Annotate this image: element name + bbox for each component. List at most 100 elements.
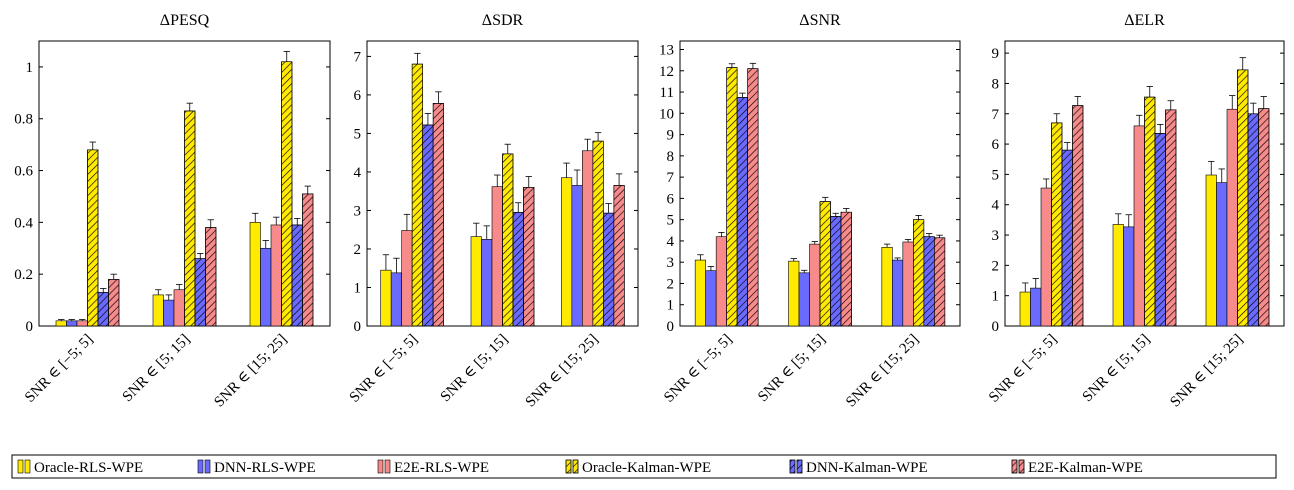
bar-hatch (737, 97, 748, 326)
y-tick-label: 4 (354, 165, 362, 181)
y-tick-label: 3 (667, 255, 675, 271)
bar-hatch (303, 194, 314, 326)
bar (1134, 126, 1145, 326)
legend-swatch (385, 460, 390, 473)
bar (1031, 288, 1042, 326)
bar (381, 270, 392, 326)
y-tick-label: 5 (354, 126, 362, 142)
bar-hatch (831, 216, 842, 326)
bar-hatch (282, 62, 293, 326)
bar (903, 242, 914, 326)
bar (164, 300, 175, 326)
y-tick-label: 0.4 (14, 215, 33, 231)
chart-title: ΔSDR (482, 12, 524, 29)
legend-swatch-hatch (573, 460, 578, 473)
x-category-label: SNR ∈ [15; 25] (211, 332, 290, 411)
y-tick-label: 2 (667, 276, 675, 292)
bar-hatch (98, 292, 109, 326)
bar-hatch (88, 150, 99, 326)
legend-swatch-hatch (566, 460, 571, 473)
y-tick-label: 4 (992, 198, 1000, 214)
legend-swatch-hatch (1012, 460, 1017, 473)
legend-label: Oracle-Kalman-WPE (582, 460, 711, 476)
x-category-label: SNR ∈ [5; 15] (438, 332, 512, 406)
x-category-label: SNR ∈ [15; 25] (1167, 332, 1246, 411)
bar (1041, 188, 1052, 326)
bar (67, 321, 78, 326)
bar-hatch (292, 225, 303, 326)
bar-hatch (1248, 114, 1259, 326)
y-tick-label: 5 (667, 213, 675, 229)
legend-label: E2E-RLS-WPE (394, 460, 489, 476)
chart-title: ΔELR (1124, 12, 1165, 29)
legend-swatch-hatch (790, 460, 795, 473)
bar (695, 260, 706, 326)
bar (56, 321, 67, 326)
bar-hatch (820, 202, 831, 326)
bar (153, 295, 164, 326)
legend-swatch (198, 460, 203, 473)
y-tick-label: 8 (992, 76, 1000, 92)
y-tick-label: 9 (667, 128, 675, 144)
y-tick-label: 6 (992, 137, 1000, 153)
bar (492, 187, 503, 326)
legend-label: Oracle-RLS-WPE (34, 460, 143, 476)
x-category-label: SNR ∈ [5; 15] (1080, 332, 1154, 406)
y-tick-label: 0 (667, 319, 675, 335)
y-tick-label: 9 (992, 46, 1000, 62)
bar-hatch (1166, 110, 1177, 326)
bar (789, 261, 800, 326)
bar-hatch (503, 154, 514, 326)
x-category-label: SNR ∈ [−5; 5] (347, 332, 421, 406)
bar (1113, 224, 1124, 326)
bar (1217, 183, 1228, 326)
legend-swatch-hatch (797, 460, 802, 473)
bar (1206, 175, 1217, 326)
bar-hatch (513, 212, 524, 326)
bar (882, 247, 893, 326)
x-category-label: SNR ∈ [15; 25] (523, 332, 602, 411)
bar-hatch (603, 213, 614, 326)
bar (799, 273, 810, 326)
bar (561, 178, 572, 326)
y-tick-label: 2 (354, 242, 362, 258)
legend-item: Oracle-RLS-WPE (18, 460, 143, 476)
x-category-label: SNR ∈ [−5; 5] (986, 332, 1060, 406)
bar-hatch (614, 185, 625, 326)
bar-hatch (924, 237, 935, 326)
bar-hatch (412, 64, 423, 326)
y-tick-label: 0 (992, 319, 1000, 335)
y-tick-label: 11 (660, 85, 674, 101)
bar-hatch (433, 103, 444, 326)
legend-item: DNN-RLS-WPE (198, 460, 316, 476)
bar-hatch (1145, 97, 1156, 326)
bar-hatch (195, 259, 206, 326)
y-tick-label: 0.2 (14, 267, 33, 283)
y-tick-label: 5 (992, 167, 1000, 183)
y-tick-label: 3 (354, 203, 362, 219)
y-tick-label: 1 (667, 298, 675, 314)
legend-item: E2E-Kalman-WPE (1012, 460, 1143, 476)
bar-hatch (109, 279, 120, 326)
chart-panel-1: ΔPESQ 0 0.2 0.4 0.6 0.8 1 SNR ∈ [−5; 5] SNR ∈ [5… (14, 12, 330, 411)
bar-hatch (1073, 106, 1084, 326)
bar (391, 273, 402, 326)
x-category-label: SNR ∈ [5; 15] (120, 332, 194, 406)
bar-hatch (206, 228, 217, 326)
bar (471, 237, 482, 326)
chart-title: ΔSNR (799, 12, 841, 29)
y-tick-label: 13 (659, 43, 674, 59)
y-tick-label: 6 (667, 191, 675, 207)
x-category-label: SNR ∈ [15; 25] (843, 332, 922, 411)
chart-panel-4: ΔELR 0 1 2 3 4 5 6 7 8 9 SNR ∈ [−5; 5] SNR ∈ [5; 15]… (986, 12, 1284, 411)
y-tick-label: 8 (667, 149, 675, 165)
bar (706, 271, 717, 326)
legend-label: E2E-Kalman-WPE (1028, 460, 1143, 476)
y-tick-label: 1 (354, 280, 362, 296)
legend-swatch (18, 460, 23, 473)
y-tick-label: 7 (667, 170, 675, 186)
legend-label: DNN-RLS-WPE (214, 460, 316, 476)
bar-hatch (727, 68, 738, 326)
bar-hatch (841, 212, 852, 326)
